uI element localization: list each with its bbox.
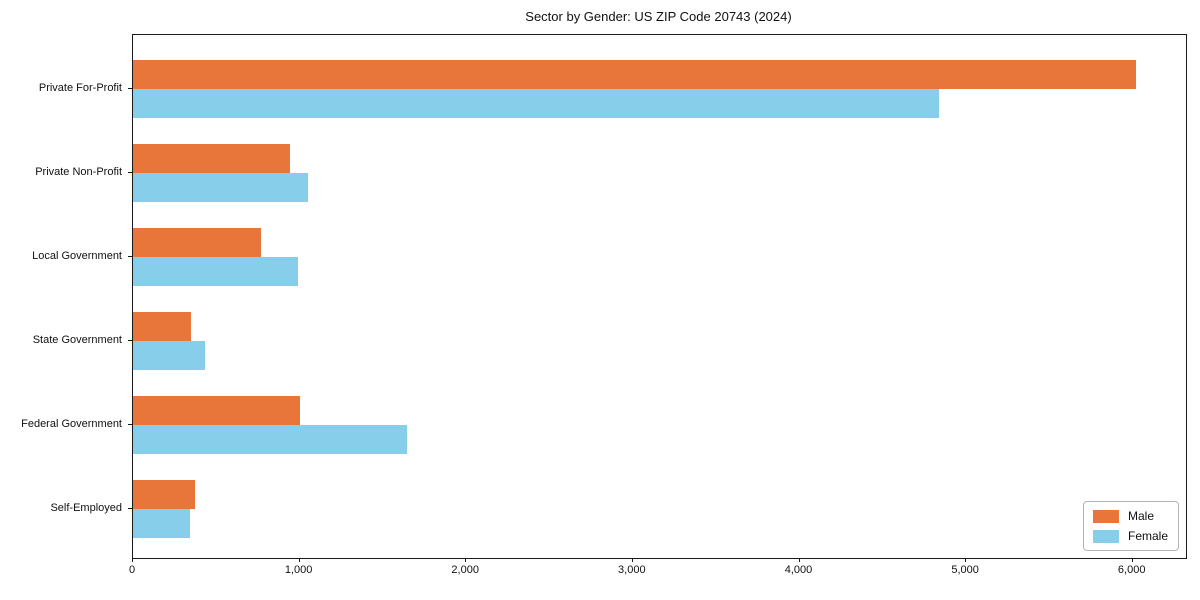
y-axis-label-state-government: State Government [32, 334, 122, 346]
legend-item-female: Female [1092, 529, 1168, 543]
bar-male-private-non-profit [133, 144, 290, 173]
bar-female-federal-government [133, 425, 408, 454]
x-tick-label: 1,000 [284, 564, 313, 576]
bar-female-state-government [133, 341, 205, 370]
y-axis-label-private-for-profit: Private For-Profit [38, 82, 122, 94]
legend-item-male: Male [1092, 509, 1168, 523]
bar-female-self-employed [133, 509, 190, 538]
bar-male-state-government [133, 312, 192, 341]
x-tick-mark [465, 558, 467, 562]
bar-male-local-government [133, 228, 262, 257]
y-tick-mark [128, 508, 132, 509]
y-tick-mark [128, 172, 132, 173]
x-tick-label: 0 [128, 564, 136, 576]
y-axis-label-federal-government: Federal Government [21, 418, 122, 430]
x-tick-mark [132, 558, 133, 562]
legend-label-female: Female [1127, 529, 1168, 543]
bar-female-private-for-profit [133, 89, 940, 118]
y-axis-label-self-employed: Self-Employed [50, 502, 122, 514]
legend-swatch-male [1092, 509, 1119, 523]
y-axis-label-private-non-profit: Private Non-Profit [35, 166, 122, 178]
x-tick-mark [798, 558, 800, 562]
legend-label-male: Male [1127, 509, 1154, 523]
plot-area: Male Female [132, 34, 1187, 559]
x-tick-mark [965, 558, 967, 562]
bar-female-private-non-profit [133, 173, 308, 202]
y-tick-mark [128, 88, 132, 89]
x-tick-label: 4,000 [784, 564, 813, 576]
y-tick-mark [128, 256, 132, 257]
x-tick-label: 2,000 [451, 564, 479, 576]
legend-swatch-female [1092, 529, 1119, 543]
x-tick-mark [1131, 558, 1133, 562]
legend: Male Female [1082, 501, 1179, 551]
x-tick-label: 5,000 [951, 564, 979, 576]
bar-male-private-for-profit [133, 60, 1136, 89]
x-tick-mark [631, 558, 633, 562]
chart-title: Sector by Gender: US ZIP Code 20743 (202… [525, 9, 792, 24]
y-axis-label-local-government: Local Government [32, 250, 122, 262]
y-tick-mark [128, 340, 132, 341]
y-tick-mark [128, 424, 132, 425]
bar-male-self-employed [133, 480, 195, 509]
bar-male-federal-government [133, 396, 300, 425]
x-tick-label: 3,000 [618, 564, 646, 576]
x-tick-label: 6,000 [1117, 564, 1146, 576]
bar-female-local-government [133, 257, 298, 286]
x-tick-mark [298, 558, 300, 562]
